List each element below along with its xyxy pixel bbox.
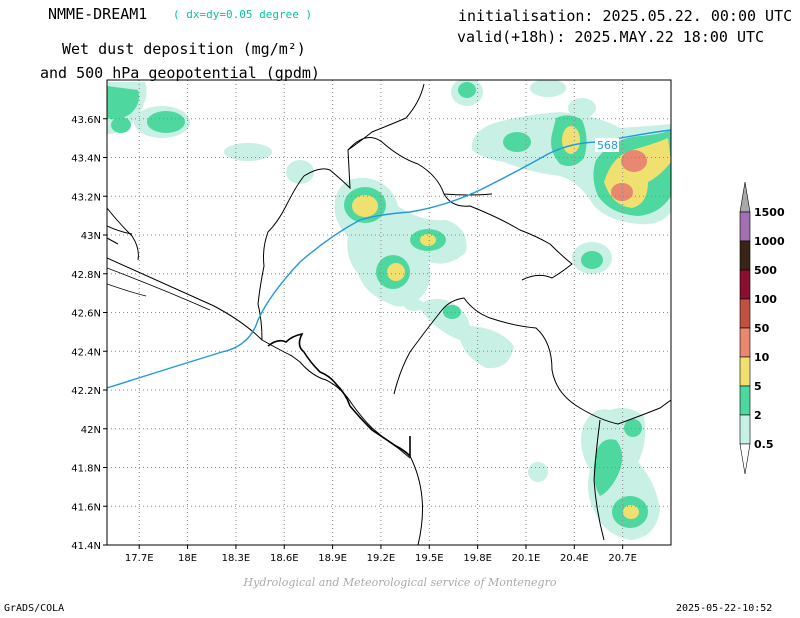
deposition-area-nw3 [111, 117, 131, 133]
x-tick-label: 17.7E [125, 553, 154, 564]
y-tick-label: 43.6N [71, 115, 101, 126]
variable-title-line1: Wet dust deposition (mg/m²) [62, 40, 306, 58]
colorbar-label: 100 [754, 293, 777, 306]
y-tick-label: 42N [81, 425, 101, 436]
deposition-area-north [224, 143, 272, 161]
colorbar-label: 5 [754, 380, 762, 393]
y-axis-ticks: 43.6N 43.4N 43.2N 43N 42.8N 42.6N 42.4N 42.2N 42… [71, 115, 107, 552]
y-tick-label: 42.2N [71, 386, 101, 397]
deposition-area-ne-c-core1 [621, 150, 647, 172]
deposition-area-central-a-core [352, 195, 378, 217]
deposition-area-nc2 [530, 80, 566, 97]
credit-watermark: Hydrological and Meteorological service … [243, 576, 557, 589]
colorbar-label: 500 [754, 264, 777, 277]
colorbar-bottom-arrow [739, 443, 751, 475]
deposition-area-nc-core [458, 82, 476, 98]
deposition-area-se-c-core [623, 505, 639, 519]
deposition-area-ne-c-core2 [611, 183, 633, 201]
deposition-area-e-core [581, 251, 603, 269]
initialisation-time: initialisation: 2025.05.22. 00:00 UTC [458, 7, 793, 25]
bay-of-kotor [267, 332, 411, 458]
colorbar-label: 50 [754, 322, 770, 335]
colorbar-segment [739, 298, 751, 329]
x-tick-label: 18E [178, 553, 197, 564]
colorbar-segment [739, 385, 751, 416]
colorbar-segment [739, 211, 751, 242]
x-axis-ticks: 17.7E 18E 18.3E 18.6E 18.9E 19.2E 19.5E 19.8E 20… [125, 545, 637, 564]
y-tick-label: 43.2N [71, 192, 101, 203]
y-tick-label: 42.4N [71, 347, 101, 358]
colorbar-segment [739, 356, 751, 387]
variable-title-line2: and 500 hPa geopotential (gpdm) [40, 64, 320, 82]
colorbar-segment [739, 269, 751, 300]
colorbar-top-arrow [739, 181, 751, 213]
coastline-islands [107, 267, 211, 311]
colorbar-segment [739, 240, 751, 271]
colorbar-label: 0.5 [754, 438, 774, 451]
deposition-area-s [528, 462, 548, 482]
y-tick-label: 43.4N [71, 154, 101, 165]
deposition-area-north2 [286, 160, 314, 184]
x-tick-label: 19.5E [415, 553, 444, 564]
x-tick-label: 20.7E [608, 553, 637, 564]
resolution-label: ( dx=dy=0.05 degree ) [173, 8, 313, 21]
x-tick-label: 19.2E [367, 553, 396, 564]
deposition-area-ne-a [503, 132, 531, 152]
deposition-area-se-b [624, 419, 642, 437]
y-tick-label: 41.4N [71, 541, 101, 552]
deposition-area-east [418, 298, 514, 369]
border-nw [107, 225, 133, 245]
colorbar: 1500 1000 500 100 50 10 5 2 0.5 [739, 181, 785, 475]
deposition-area-east-core [443, 305, 461, 319]
deposition-area-nw2-core [147, 111, 185, 133]
x-tick-label: 19.8E [463, 553, 492, 564]
deposition-area-ne-b-core [562, 126, 580, 154]
colorbar-label: 1500 [754, 206, 785, 219]
x-tick-label: 20.4E [560, 553, 589, 564]
deposition-area-central-c-core [387, 263, 405, 281]
valid-time: valid(+18h): 2025.MAY.22 18:00 UTC [457, 28, 765, 46]
x-tick-label: 18.6E [270, 553, 299, 564]
map-grid [107, 80, 671, 545]
colorbar-label: 2 [754, 409, 762, 422]
deposition-field [107, 80, 671, 540]
y-tick-label: 42.6N [71, 309, 101, 320]
y-tick-label: 41.8N [71, 464, 101, 475]
x-tick-label: 20.1E [512, 553, 541, 564]
model-title: NMME-DREAM1 [48, 5, 148, 23]
y-tick-label: 41.6N [71, 502, 101, 513]
deposition-area-east2 [404, 299, 424, 311]
colorbar-label: 1000 [754, 235, 785, 248]
generation-timestamp: 2025-05-22-10:52 [676, 603, 773, 614]
contour-label-bg [595, 138, 619, 152]
deposition-area-central-b-core [420, 234, 436, 246]
colorbar-label: 10 [754, 351, 770, 364]
x-tick-label: 18.3E [222, 553, 251, 564]
y-tick-label: 43N [81, 231, 101, 242]
geopotential-contour-568 [107, 129, 671, 389]
software-credit: GrADS/COLA [4, 603, 65, 614]
coastline [107, 257, 411, 459]
x-tick-label: 18.9E [318, 553, 347, 564]
colorbar-segment [739, 327, 751, 358]
y-tick-label: 42.8N [71, 270, 101, 281]
deposition-area-nc3 [568, 98, 596, 118]
deposition-area-nw-core [107, 86, 139, 120]
contour-label: 568 [597, 139, 618, 152]
colorbar-segment [739, 414, 751, 445]
